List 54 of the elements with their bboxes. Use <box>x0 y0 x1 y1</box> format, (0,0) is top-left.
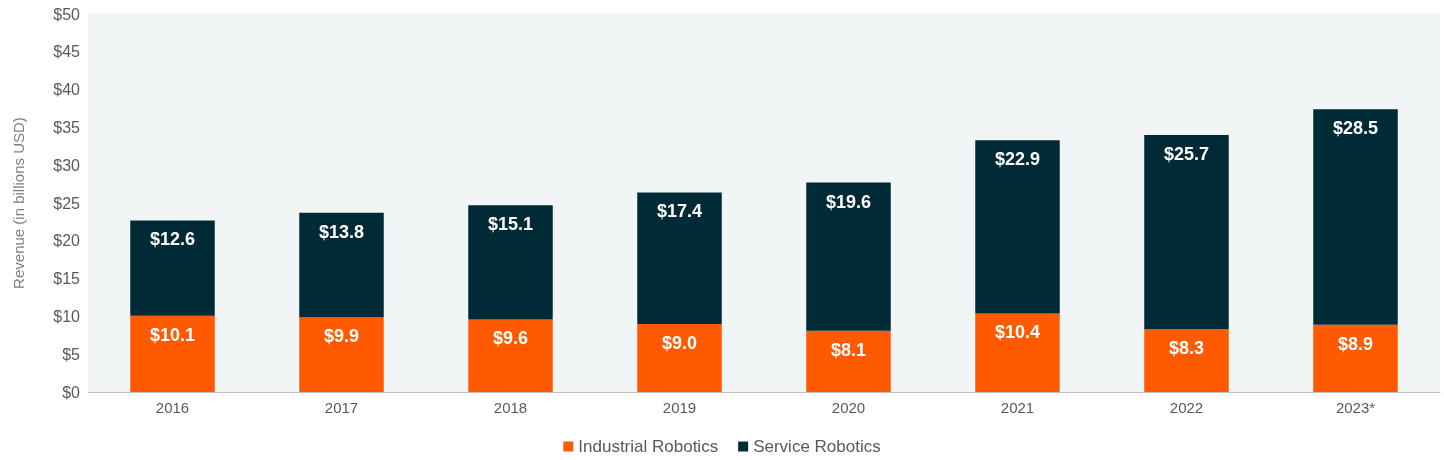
bar <box>468 319 553 392</box>
x-tick-label: 2021 <box>1000 399 1035 416</box>
y-tick-label: $25 <box>53 194 81 212</box>
data-label: $8.3 <box>1168 338 1205 359</box>
y-axis-title: Revenue (in billions USD) <box>10 117 27 289</box>
data-label: $8.9 <box>1337 333 1374 354</box>
data-label: $12.6 <box>149 229 196 250</box>
x-tick-label: 2022 <box>1169 399 1204 416</box>
data-label: $10.1 <box>149 324 196 345</box>
bar <box>806 182 891 331</box>
data-label: $15.1 <box>487 214 534 235</box>
y-tick-label: $5 <box>62 345 81 363</box>
data-label: $25.7 <box>1163 143 1210 164</box>
y-tick-label: $30 <box>53 156 81 174</box>
bar <box>806 330 891 392</box>
data-label: $19.6 <box>825 191 872 212</box>
bar <box>468 205 553 320</box>
y-tick-label: $20 <box>53 232 81 250</box>
x-tick-label: 2018 <box>493 399 528 416</box>
bar <box>299 212 384 318</box>
data-label: $9.9 <box>323 326 360 347</box>
bar <box>130 220 215 316</box>
y-tick-label: $0 <box>62 383 81 401</box>
y-tick-label: $15 <box>53 270 81 288</box>
y-tick-label: $10 <box>53 307 81 325</box>
legend-label: Industrial Robotics <box>578 437 719 456</box>
y-tick-label: $40 <box>53 81 81 99</box>
bar <box>1144 329 1229 392</box>
data-label: $9.0 <box>661 332 698 353</box>
x-tick-label: 2023* <box>1335 399 1376 416</box>
legend-label: Service Robotics <box>753 437 881 456</box>
x-tick-label: 2016 <box>155 399 190 416</box>
bar <box>130 315 215 392</box>
data-label: $17.4 <box>656 201 703 222</box>
x-tick-label: 2017 <box>324 399 359 416</box>
data-label: $13.8 <box>318 221 365 242</box>
data-label: $22.9 <box>994 149 1041 170</box>
data-label: $28.5 <box>1332 118 1379 139</box>
bar <box>1313 324 1398 392</box>
data-label: $10.4 <box>994 322 1041 343</box>
bar <box>637 192 722 324</box>
bar <box>975 313 1060 392</box>
bar <box>975 140 1060 314</box>
data-label: $9.6 <box>492 328 529 349</box>
x-tick-label: 2019 <box>662 399 697 416</box>
bar <box>637 323 722 392</box>
bar <box>1313 109 1398 325</box>
bar <box>299 317 384 392</box>
y-tick-label: $45 <box>53 43 81 61</box>
data-label: $8.1 <box>830 339 867 360</box>
y-tick-label: $50 <box>53 5 81 23</box>
y-tick-label: $35 <box>53 118 81 136</box>
bar <box>1144 134 1229 330</box>
x-tick-label: 2020 <box>831 399 866 416</box>
